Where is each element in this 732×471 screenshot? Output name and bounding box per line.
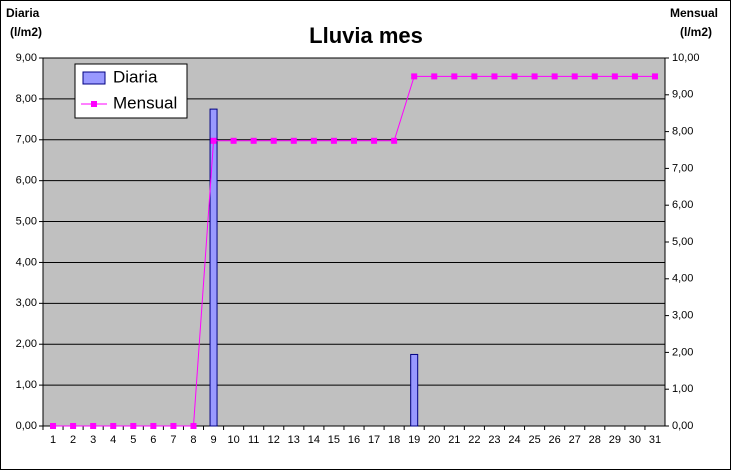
y-tick-label: 0,00 [16, 420, 37, 432]
x-tick-label: 9 [210, 434, 216, 446]
y2-tick-label: 9,00 [672, 89, 693, 101]
y-tick-label: 9,00 [16, 52, 37, 64]
x-tick-label: 27 [569, 434, 581, 446]
legend-swatch [91, 101, 97, 107]
x-tick-label: 10 [227, 434, 239, 446]
chart-title: Lluvia mes [309, 23, 423, 48]
x-tick-label: 31 [649, 434, 661, 446]
x-tick-label: 16 [348, 434, 360, 446]
x-tick-label: 1 [50, 434, 56, 446]
line-marker [531, 73, 538, 80]
y2-tick-label: 4,00 [672, 273, 693, 285]
line-marker [150, 423, 157, 429]
x-tick-label: 4 [110, 434, 116, 446]
y-tick-label: 1,00 [16, 379, 37, 391]
line-marker [170, 423, 177, 429]
y2-tick-label: 3,00 [672, 310, 693, 322]
bar [410, 353, 419, 427]
line-marker [70, 423, 77, 429]
line-marker [310, 137, 317, 144]
y2-tick-label: 0,00 [672, 420, 693, 432]
x-tick-label: 11 [248, 434, 259, 446]
line-marker [250, 137, 257, 144]
line-marker [471, 73, 478, 80]
x-tick-label: 18 [388, 434, 400, 446]
y2-tick-label: 8,00 [672, 126, 693, 138]
y-tick-label: 4,00 [16, 256, 37, 268]
line-marker [50, 423, 57, 429]
line-marker [391, 137, 398, 144]
line-marker [371, 137, 378, 144]
line-marker [290, 137, 297, 144]
y2-tick-label: 1,00 [672, 383, 693, 395]
x-tick-label: 22 [468, 434, 480, 446]
x-tick-label: 19 [408, 434, 420, 446]
x-tick-label: 20 [428, 434, 440, 446]
line-marker [110, 423, 117, 429]
x-tick-label: 8 [190, 434, 196, 446]
line-marker [451, 73, 458, 80]
x-tick-label: 21 [448, 434, 460, 446]
y-tick-label: 2,00 [16, 338, 37, 350]
y-tick-label: 3,00 [16, 297, 37, 309]
x-tick-label: 12 [268, 434, 280, 446]
line-marker [330, 137, 337, 144]
line-marker [571, 73, 578, 80]
line-marker [611, 73, 618, 80]
y2-tick-label: 7,00 [672, 162, 693, 174]
y2-tick-label: 6,00 [672, 199, 693, 211]
y2-axis-title: (l/m2) [680, 25, 712, 39]
y2-tick-label: 5,00 [672, 236, 693, 248]
line-marker [431, 73, 438, 80]
line-marker [90, 423, 97, 429]
line-marker [491, 73, 498, 80]
y2-tick-label: 10,00 [672, 52, 700, 64]
x-tick-label: 25 [528, 434, 540, 446]
line-marker [631, 73, 638, 80]
y2-axis-title: Mensual [670, 6, 718, 20]
x-tick-label: 5 [130, 434, 136, 446]
line-marker [351, 137, 357, 144]
y-tick-label: 5,00 [16, 215, 37, 227]
x-tick-label: 28 [589, 434, 601, 446]
y-tick-label: 7,00 [16, 134, 37, 146]
x-tick-label: 2 [70, 434, 76, 446]
line-marker [130, 423, 137, 429]
x-tick-label: 13 [288, 434, 300, 446]
x-tick-label: 26 [549, 434, 561, 446]
line-marker [591, 73, 598, 80]
x-tick-label: 30 [629, 434, 641, 446]
line-marker [511, 73, 518, 80]
x-tick-label: 17 [368, 434, 380, 446]
x-tick-label: 3 [90, 434, 96, 446]
x-tick-label: 24 [508, 434, 520, 446]
plot-area [42, 57, 666, 427]
y-axis-title: (l/m2) [10, 25, 42, 39]
legend-swatch [82, 71, 106, 85]
line-marker [230, 137, 237, 144]
x-tick-label: 15 [328, 434, 340, 446]
y2-tick-label: 2,00 [672, 346, 693, 358]
bar [209, 108, 218, 427]
x-tick-label: 14 [308, 434, 320, 446]
line-marker [270, 137, 277, 144]
line-marker [551, 73, 558, 80]
x-tick-label: 29 [609, 434, 621, 446]
y-axis-title: Diaria [6, 6, 40, 20]
x-tick-label: 6 [150, 434, 156, 446]
x-tick-label: 23 [488, 434, 500, 446]
line-marker [210, 137, 217, 144]
x-tick-label: 7 [170, 434, 176, 446]
y-tick-label: 6,00 [16, 175, 37, 187]
legend-label: Diaria [113, 67, 158, 86]
line-marker [651, 73, 658, 80]
line-marker [190, 423, 197, 429]
legend-label: Mensual [113, 93, 177, 112]
y-tick-label: 8,00 [16, 93, 37, 105]
line-marker [411, 73, 418, 80]
